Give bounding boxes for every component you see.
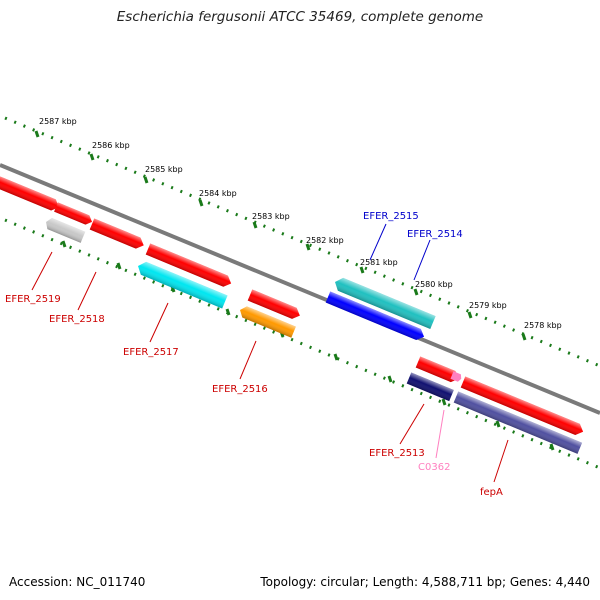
gene-feature-slate[interactable] — [453, 391, 583, 454]
scale-tick-label: 2585 kbp — [145, 165, 183, 174]
gene-label-efer-2518[interactable]: EFER_2518 — [49, 314, 105, 325]
scale-inner-line — [4, 218, 600, 470]
gene-feature-orange[interactable] — [238, 304, 296, 338]
gene-label-efer-2513[interactable]: EFER_2513 — [369, 448, 425, 459]
leader-efer-2517 — [149, 302, 169, 343]
leader-fepa — [493, 439, 509, 483]
map-title: Escherichia fergusonii ATCC 35469, compl… — [116, 9, 484, 25]
genome-summary-text: Topology: circular; Length: 4,588,711 bp… — [260, 575, 590, 589]
gene-feature-cyan[interactable] — [135, 260, 228, 309]
gene-feature-c0362[interactable] — [450, 371, 462, 382]
gene-feature-navy[interactable] — [406, 372, 454, 402]
leader-efer-2515 — [369, 223, 387, 261]
leader-efer-2516 — [239, 340, 257, 380]
leader-efer-2514 — [413, 239, 431, 281]
scale-major-ticks — [34, 130, 527, 341]
scale-tick-label: 2578 kbp — [524, 321, 562, 330]
gene-label-efer-2517[interactable]: EFER_2517 — [123, 347, 179, 358]
gene-feature-gray[interactable] — [44, 216, 86, 243]
gene-label-c0362[interactable]: C0362 — [418, 462, 450, 473]
scale-tick-label: 2584 kbp — [199, 189, 237, 198]
scale-tick-label: 2587 kbp — [39, 117, 77, 126]
gene-feature-efer-2515[interactable] — [332, 276, 436, 330]
scale-tick-label: 2579 kbp — [469, 301, 507, 310]
leader-c0362 — [435, 409, 445, 459]
gene-label-efer-2516[interactable]: EFER_2516 — [212, 384, 268, 395]
gene-feature-fepa-top[interactable] — [460, 376, 586, 437]
leader-efer-2518 — [77, 271, 97, 311]
leader-efer-2519 — [31, 251, 53, 291]
scale-tick-label: 2582 kbp — [306, 236, 344, 245]
gene-feature-efer-2519[interactable] — [0, 176, 61, 212]
scale-tick-label: 2583 kbp — [252, 212, 290, 221]
gene-feature-efer-2517-top[interactable] — [89, 218, 146, 251]
scale-outer-line — [4, 116, 600, 368]
gene-feature-red-small[interactable] — [247, 289, 302, 321]
leader-efer-2513 — [399, 403, 425, 445]
genome-backbone — [0, 163, 600, 415]
accession-text: Accession: NC_011740 — [9, 575, 146, 589]
gene-label-efer-2514[interactable]: EFER_2514 — [407, 229, 463, 240]
gene-label-fepa[interactable]: fepA — [480, 487, 503, 498]
gene-label-efer-2519[interactable]: EFER_2519 — [5, 294, 61, 305]
scale-tick-label: 2586 kbp — [92, 141, 130, 150]
gene-label-efer-2515[interactable]: EFER_2515 — [363, 211, 419, 222]
gene-feature-efer-2518-top[interactable] — [54, 202, 94, 226]
gene-feature-efer-2516-top[interactable] — [145, 243, 234, 289]
scale-inner-ticks — [61, 240, 555, 451]
gene-feature-efer-2514[interactable] — [325, 291, 427, 342]
scale-tick-label: 2580 kbp — [415, 280, 453, 289]
scale-tick-label: 2581 kbp — [360, 258, 398, 267]
gene-feature-efer-2513-top[interactable] — [415, 356, 461, 384]
